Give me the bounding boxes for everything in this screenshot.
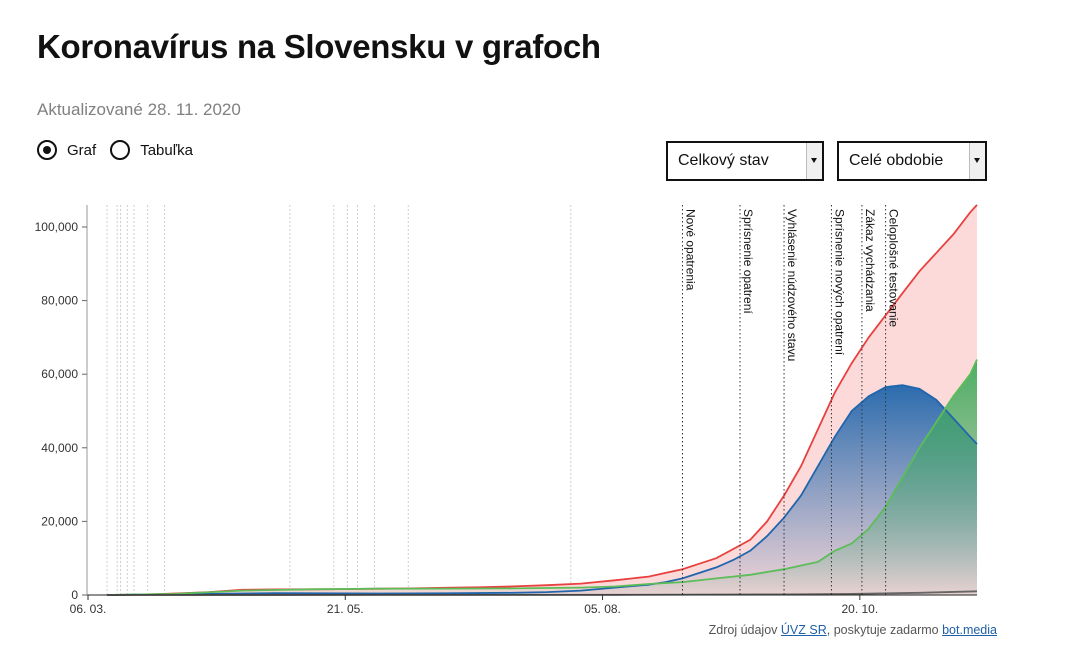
annotation-label: Vyhlásenie núdzového stavu	[785, 209, 799, 361]
series-areas	[107, 204, 977, 595]
period-select[interactable]: Celé obdobie	[837, 141, 987, 181]
x-tick-label: 20. 10.	[841, 602, 878, 616]
source-link-botmedia[interactable]: bot.media	[942, 623, 997, 637]
source-link-uvz[interactable]: ÚVZ SR	[780, 623, 827, 637]
y-tick-label: 0	[71, 588, 78, 602]
y-tick-label: 100,000	[35, 220, 79, 234]
period-dropdown-arrow-icon	[969, 143, 985, 179]
x-tick-label: 06. 03.	[70, 602, 107, 616]
y-tick-label: 60,000	[41, 367, 78, 381]
radio-graf-label: Graf	[67, 141, 97, 159]
series-line-2	[106, 359, 978, 596]
y-tick-label: 80,000	[41, 294, 78, 308]
annotation-label: Zákaz vychádzania	[863, 209, 877, 312]
metric-select[interactable]: Celkový stav	[666, 141, 824, 181]
radio-graf[interactable]: Graf	[37, 140, 96, 160]
covid-chart: Nové opatrenia Sprísnenie opatrení Vyhláse…	[35, 204, 978, 616]
metric-dropdown-arrow-icon	[806, 143, 822, 179]
annotation-label: Celoplošné testovanie	[887, 209, 901, 327]
series-line-1	[106, 384, 978, 596]
radio-checked-icon	[37, 140, 57, 160]
source-middle: , poskytuje zadarmo	[826, 623, 939, 637]
y-tick-label: 20,000	[41, 514, 78, 528]
y-tick-label: 40,000	[41, 441, 78, 455]
radio-tabulka[interactable]: Tabuľka	[110, 140, 193, 160]
source-prefix: Zdroj údajov	[708, 623, 778, 637]
view-toggle: Graf Tabuľka	[37, 140, 207, 160]
event-annotations: Nové opatrenia Sprísnenie opatrení Vyhláse…	[681, 205, 901, 595]
x-tick-label: 21. 05.	[327, 602, 364, 616]
page-title: Koronavírus na Slovensku v grafoch	[37, 28, 601, 65]
x-tick-label: 05. 08.	[584, 602, 621, 616]
series-area-2	[107, 359, 977, 595]
radio-unchecked-icon	[110, 140, 131, 160]
metric-select-value: Celkový stav	[678, 152, 769, 169]
chart-axes: 0 20,000 40,000 60,000 80,000 100,000 06. 03. 2…	[35, 205, 977, 616]
radio-tabulka-label: Tabuľka	[140, 141, 193, 159]
minor-event-lines	[106, 205, 572, 595]
last-updated-text: Aktualizované 28. 11. 2020	[37, 100, 241, 119]
source-note: Zdroj údajov ÚVZ SR, poskytuje zadarmo b…	[709, 623, 997, 637]
period-select-value: Celé obdobie	[849, 152, 944, 169]
annotation-label: Sprísnenie nových opatrení	[832, 209, 846, 356]
annotation-label: Nové opatrenia	[683, 209, 697, 291]
annotation-label: Sprísnenie opatrení	[741, 209, 755, 314]
